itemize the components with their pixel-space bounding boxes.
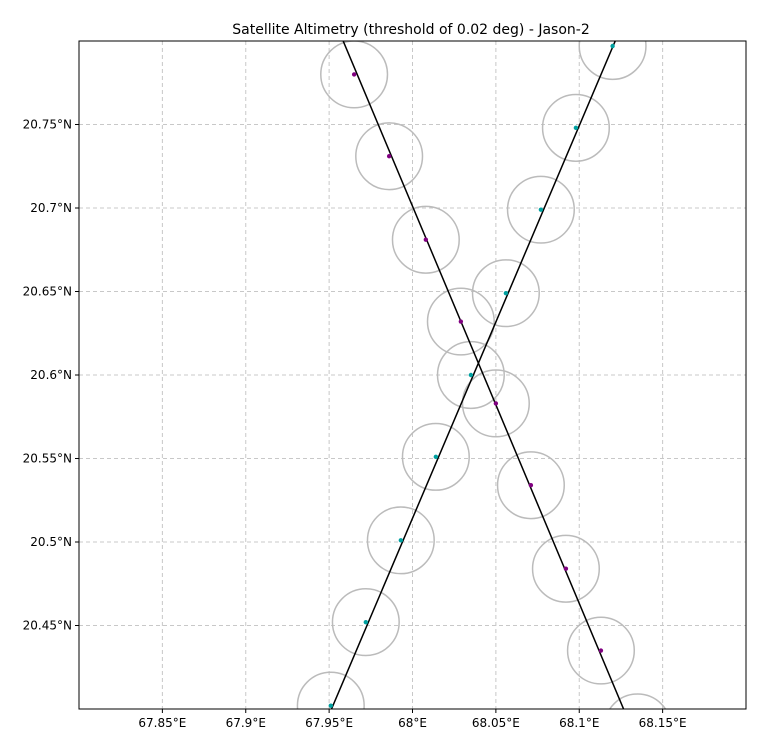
data-point bbox=[328, 703, 333, 708]
x-tick-label: 68°E bbox=[398, 716, 427, 730]
x-tick-label: 68.1°E bbox=[559, 716, 599, 730]
y-tick-label: 20.65°N bbox=[23, 285, 72, 299]
y-tick-label: 20.75°N bbox=[23, 118, 72, 132]
x-tick-label: 68.15°E bbox=[639, 716, 687, 730]
chart-title: Satellite Altimetry (threshold of 0.02 d… bbox=[232, 22, 589, 38]
x-tick-label: 68.05°E bbox=[472, 716, 520, 730]
x-tick-label: 67.9°E bbox=[226, 716, 266, 730]
threshold-circle bbox=[296, 671, 365, 709]
data-point bbox=[386, 154, 392, 159]
threshold-circle bbox=[436, 340, 505, 410]
data-point bbox=[398, 538, 404, 543]
data-point bbox=[493, 401, 499, 406]
threshold-circle bbox=[506, 175, 575, 244]
data-point bbox=[458, 319, 464, 324]
y-axis: 20.45°N 20.5°N 20.55°N 20.6°N 20.65°N 20.7°N 2… bbox=[23, 118, 79, 633]
data-point bbox=[433, 454, 439, 460]
y-tick-label: 20.45°N bbox=[23, 619, 72, 633]
threshold-circle bbox=[578, 41, 647, 81]
threshold-circle bbox=[391, 205, 460, 274]
y-tick-label: 20.6°N bbox=[30, 368, 72, 382]
threshold-circle bbox=[608, 693, 667, 709]
data-point bbox=[610, 43, 615, 49]
threshold-circle bbox=[471, 259, 540, 328]
data-point bbox=[598, 648, 604, 653]
data-point bbox=[351, 72, 357, 77]
threshold-circle bbox=[541, 93, 611, 162]
data-point bbox=[468, 372, 474, 378]
x-axis: 67.85°E 67.9°E 67.95°E 68°E 68.05°E 68.1°E 68.… bbox=[138, 709, 687, 730]
threshold-circle bbox=[426, 287, 495, 356]
threshold-circle bbox=[531, 534, 601, 603]
ground-track-line bbox=[330, 41, 617, 709]
ground-track-line bbox=[342, 41, 625, 709]
data-point bbox=[528, 483, 534, 488]
x-tick-label: 67.95°E bbox=[305, 716, 353, 730]
data-point bbox=[423, 237, 429, 242]
data-point bbox=[538, 207, 544, 212]
grid bbox=[79, 41, 746, 709]
y-tick-label: 20.7°N bbox=[30, 201, 72, 215]
threshold-circle bbox=[496, 451, 565, 520]
threshold-circle bbox=[401, 422, 470, 491]
data-point bbox=[563, 566, 569, 571]
threshold-circle bbox=[355, 122, 424, 191]
data-point bbox=[363, 619, 369, 625]
threshold-circle bbox=[461, 369, 530, 438]
data-point bbox=[503, 290, 509, 296]
y-tick-label: 20.5°N bbox=[30, 535, 72, 549]
threshold-circle bbox=[366, 506, 435, 575]
threshold-circle bbox=[566, 616, 636, 685]
data-point bbox=[573, 125, 579, 131]
y-tick-label: 20.55°N bbox=[23, 452, 72, 466]
plot-area bbox=[296, 41, 667, 709]
threshold-circle bbox=[331, 588, 400, 657]
x-tick-label: 67.85°E bbox=[138, 716, 186, 730]
